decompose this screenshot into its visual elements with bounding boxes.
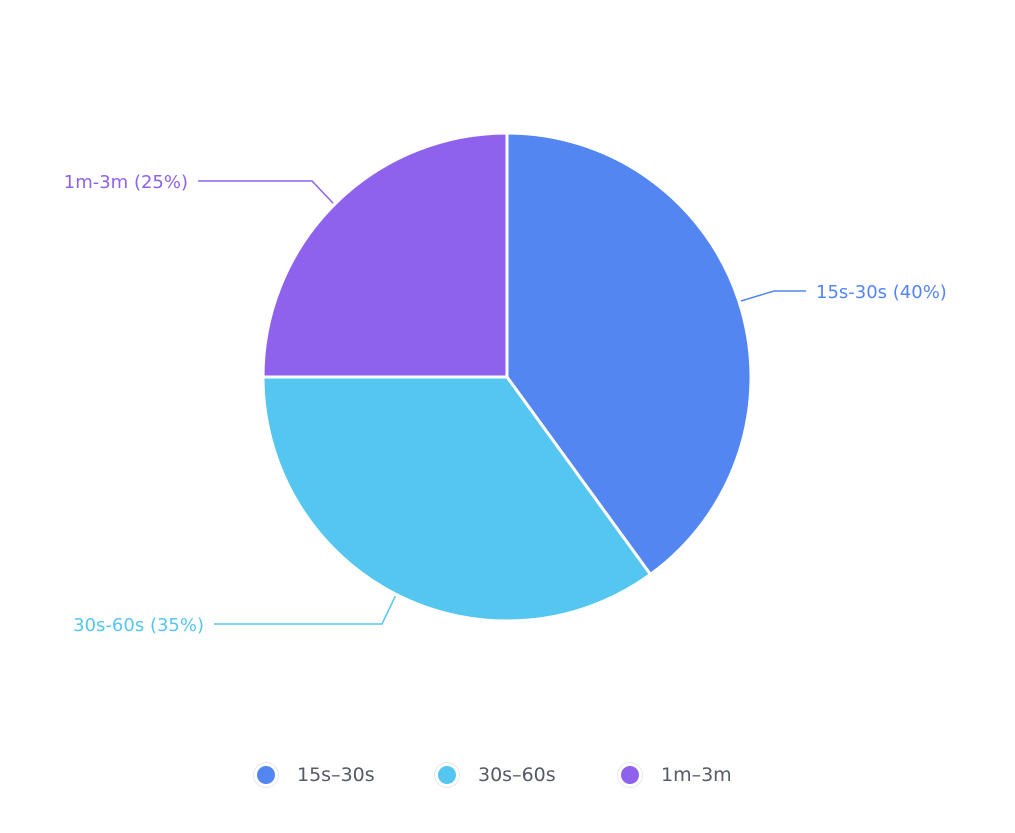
- legend-label-30s-60s: 30s–60s: [478, 764, 556, 786]
- legend-marker-30s-60s: [438, 766, 456, 784]
- slice-label-15s-30s: 15s-30s (40%): [816, 282, 947, 303]
- leader-line-30s-60s: [214, 595, 396, 625]
- leader-line-15s-30s: [740, 290, 806, 302]
- pie-slice-15s-30s[interactable]: [505, 131, 753, 576]
- legend-marker-1m-3m: [621, 766, 639, 784]
- legend-label-15s-30s: 15s–30s: [297, 764, 375, 786]
- legend-label-1m-3m: 1m–3m: [661, 764, 732, 786]
- slice-label-30s-60s: 30s-60s (35%): [73, 615, 204, 636]
- legend-item-30s-60s[interactable]: 30s–60s: [434, 757, 556, 793]
- pie-slice-30s-60s[interactable]: [261, 375, 652, 623]
- legend-marker-15s-30s: [257, 766, 275, 784]
- pie-slices: [261, 131, 753, 623]
- chart-legend: 15s–30s 30s–60s 1m–3m: [0, 757, 1015, 793]
- legend-item-1m-3m[interactable]: 1m–3m: [617, 757, 732, 793]
- slice-label-1m-3m: 1m-3m (25%): [64, 172, 188, 193]
- pie-labels: 15s-30s (40%) 30s-60s (35%) 1m-3m (25%): [64, 172, 947, 636]
- leader-line-1m-3m: [198, 180, 334, 204]
- legend-item-15s-30s[interactable]: 15s–30s: [253, 757, 375, 793]
- pie-slice-1m-3m[interactable]: [261, 131, 509, 379]
